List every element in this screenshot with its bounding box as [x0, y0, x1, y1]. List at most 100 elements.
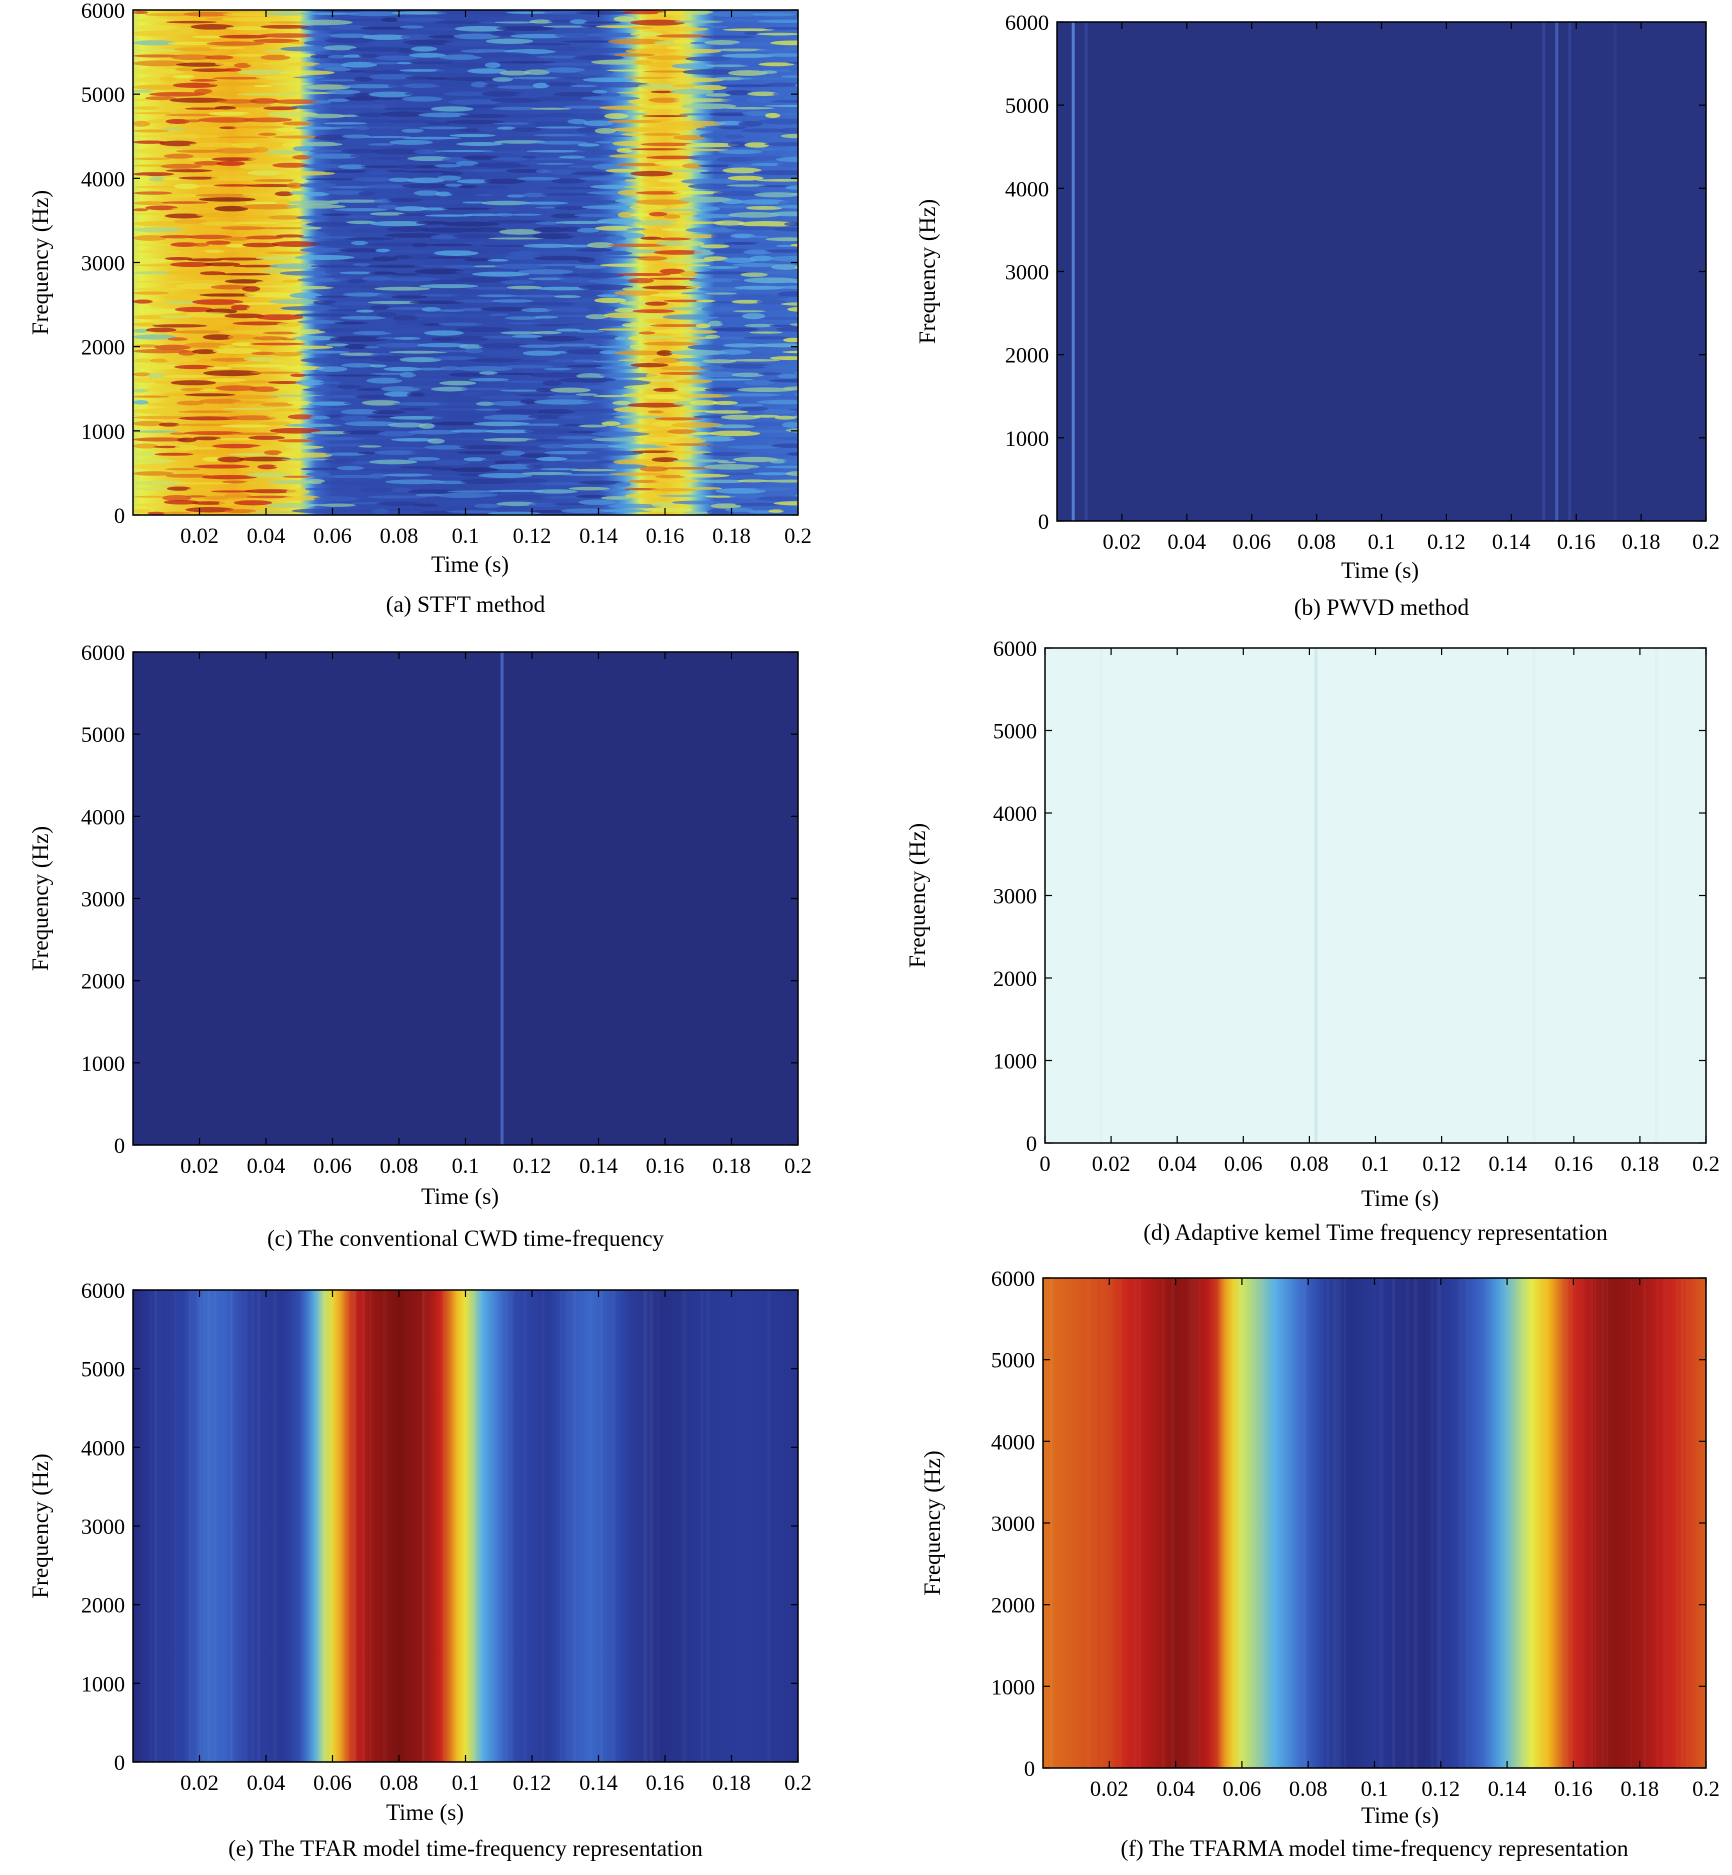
spectral-ridge	[162, 127, 188, 130]
spectral-ridge	[465, 348, 484, 354]
spectral-ridge	[415, 493, 443, 497]
spectral-ridge	[483, 414, 539, 421]
spectral-ridge	[566, 364, 603, 368]
y-tick-label: 5000	[991, 1348, 1035, 1373]
spectral-ridge	[344, 96, 381, 101]
spectral-ridge	[615, 198, 640, 203]
spectral-ridge	[174, 228, 233, 232]
spectral-ridge	[334, 277, 351, 281]
spectral-ridge	[389, 139, 433, 145]
spectral-ridge	[599, 105, 651, 110]
spectral-ridge	[245, 235, 284, 240]
spectral-ridge	[797, 423, 798, 426]
spectral-ridge	[249, 371, 301, 374]
band-texture	[160, 1290, 161, 1762]
y-tick-label: 4000	[991, 1429, 1035, 1454]
spectral-ridge	[496, 501, 537, 507]
spectral-ridge	[434, 20, 490, 25]
spectral-ridge	[223, 236, 251, 241]
spectral-ridge	[534, 251, 588, 255]
y-tick-label: 5000	[81, 722, 125, 747]
band-texture	[1436, 1278, 1440, 1768]
spectral-ridge	[488, 237, 545, 240]
spectral-ridge	[272, 135, 325, 139]
spectral-ridge	[133, 388, 149, 393]
spectral-ridge	[424, 330, 464, 336]
band-texture	[1191, 1278, 1194, 1768]
spectral-ridge	[193, 447, 217, 450]
spectral-ridge	[771, 264, 798, 270]
spectral-ridge	[173, 47, 219, 52]
spectral-ridge	[721, 99, 752, 102]
spectral-ridge	[294, 254, 355, 260]
spectral-ridge	[775, 326, 798, 332]
spectral-ridge	[653, 250, 704, 255]
spectral-ridge	[723, 257, 757, 264]
spectral-ridge	[569, 19, 588, 25]
heatmap-area	[1057, 22, 1706, 521]
spectral-ridge	[284, 445, 324, 449]
panel-c: 0.02 0.04 0.06 0.08 0.1 0.12 0.14 0.16 0.18 0.201…	[28, 640, 812, 1251]
spectral-ridge	[511, 459, 543, 463]
x-tick-label: 0.14	[1488, 1151, 1527, 1176]
spectral-ridge	[339, 271, 376, 275]
spectral-ridge	[323, 169, 375, 173]
spectral-ridge	[471, 271, 530, 277]
spectral-ridge	[680, 178, 740, 185]
spectral-ridge	[133, 348, 190, 354]
spectral-ridge	[496, 85, 542, 89]
spectral-ridge	[279, 70, 335, 76]
x-tick-label: 0.06	[313, 1770, 352, 1795]
spectral-ridge	[247, 170, 283, 176]
spectral-ridge	[220, 272, 271, 276]
spectral-ridge	[614, 307, 637, 313]
spectral-ridge	[693, 213, 738, 219]
band-texture	[1466, 1278, 1468, 1768]
spectral-ridge	[436, 492, 491, 499]
spectral-ridge	[448, 372, 487, 377]
heatmap-area	[133, 10, 798, 515]
spectral-ridge	[500, 450, 526, 456]
spectral-ridge	[300, 141, 343, 147]
spectral-ridge	[758, 185, 793, 188]
spectral-ridge	[657, 237, 692, 241]
spectral-ridge	[734, 285, 786, 290]
spectral-ridge	[582, 77, 634, 83]
spectral-ridge	[296, 215, 328, 220]
spectral-ridge	[255, 256, 305, 260]
spectral-ridge	[273, 465, 308, 468]
spectral-ridge	[500, 280, 536, 285]
spectral-ridge	[180, 387, 205, 392]
spectral-ridge	[365, 157, 418, 160]
spectral-ridge	[615, 272, 671, 277]
spectral-ridge	[158, 422, 180, 427]
x-tick-label: 0.02	[1092, 1151, 1131, 1176]
y-axis-label: Frequency (Hz)	[28, 190, 53, 335]
spectral-ridge	[662, 467, 715, 470]
spectral-ridge	[773, 501, 798, 506]
spectral-ridge	[718, 149, 763, 155]
spectral-ridge	[321, 480, 350, 486]
spectral-ridge	[598, 328, 649, 331]
spectral-ridge	[653, 387, 679, 392]
spectral-ridge	[133, 280, 193, 283]
spectral-ridge	[662, 314, 720, 320]
spectral-ridge	[760, 317, 798, 320]
band-texture	[383, 1290, 387, 1762]
spectral-ridge	[615, 481, 631, 487]
spectral-ridge	[430, 234, 459, 240]
spectral-ridge	[224, 509, 257, 514]
spectral-line	[500, 652, 504, 1145]
band-texture	[542, 1290, 544, 1762]
x-tick-label: 0.2	[1692, 1151, 1720, 1176]
heatmap-area	[1045, 648, 1706, 1143]
spectral-ridge	[522, 350, 561, 356]
spectral-ridge	[292, 155, 312, 160]
spectral-ridge	[438, 322, 485, 326]
spectral-ridge	[424, 243, 474, 247]
spectral-ridge	[324, 190, 367, 195]
spectral-ridge	[643, 341, 699, 346]
spectral-ridge	[202, 495, 230, 500]
spectral-ridge	[251, 351, 277, 356]
spectral-ridge	[489, 313, 509, 316]
